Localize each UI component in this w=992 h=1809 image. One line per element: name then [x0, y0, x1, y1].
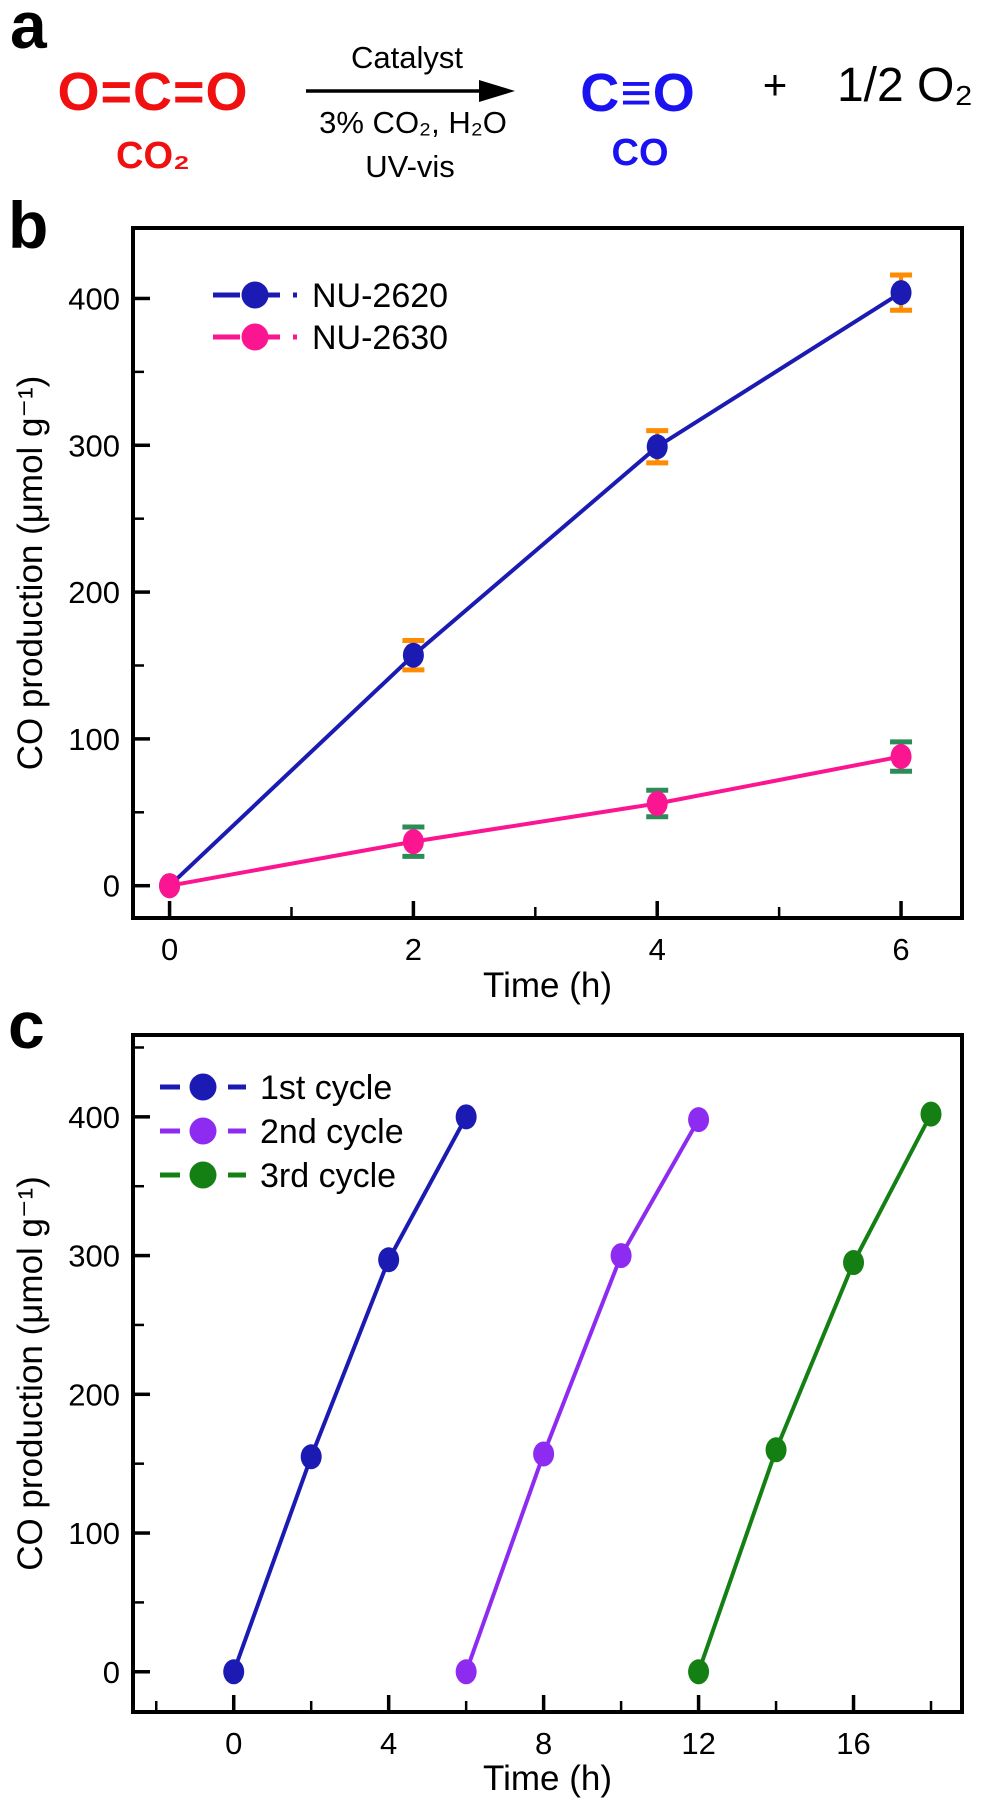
data-point [890, 280, 912, 306]
series-2nd-cycle [455, 1107, 710, 1685]
plus-sign: + [762, 61, 788, 108]
data-point [378, 1247, 400, 1273]
y-tick-label: 300 [68, 1239, 120, 1274]
y-axis-label: CO production (μmol g⁻¹) [11, 1176, 50, 1571]
y-axis-label: CO production (μmol g⁻¹) [11, 376, 50, 771]
y-tick-label: 400 [68, 1100, 120, 1135]
legend-marker [189, 1161, 217, 1189]
data-point [455, 1659, 477, 1685]
data-point [610, 1243, 632, 1269]
y-tick-label: 200 [68, 1377, 120, 1412]
x-tick-label: 4 [649, 932, 666, 967]
data-point [300, 1444, 322, 1470]
reactant-formula: O=C=O [57, 62, 249, 122]
y-tick-label: 300 [68, 428, 120, 463]
data-point [402, 642, 424, 668]
light-source-label: UV-vis [365, 149, 455, 184]
panel-c-label: c [8, 988, 45, 1062]
data-point [533, 1441, 555, 1467]
series-line [231, 1115, 468, 1673]
axes: 0 4 8 12 16 0 100 200 300 400 [68, 1033, 964, 1761]
cycling-chart: 0 4 8 12 16 0 100 200 300 400 Time (h) CO productio… [11, 1033, 964, 1798]
reactant-caption: CO₂ [116, 135, 190, 177]
legend-marker [241, 323, 269, 351]
series-line [168, 290, 903, 888]
y-tick-label: 0 [103, 869, 120, 904]
x-tick-label: 8 [535, 1726, 552, 1761]
series-line [464, 1118, 701, 1673]
x-tick-label: 12 [681, 1726, 715, 1761]
series-line [169, 754, 902, 888]
x-tick-label: 2 [405, 932, 422, 967]
data-point [765, 1437, 787, 1463]
x-tick-label: 6 [892, 932, 909, 967]
data-point [455, 1104, 477, 1130]
series-nu-2620 [159, 272, 913, 899]
data-point [402, 829, 424, 855]
x-tick-label: 4 [380, 1726, 397, 1761]
data-point [646, 790, 668, 816]
product-formula: C≡O [580, 63, 696, 123]
y-tick-label: 200 [68, 575, 120, 610]
legend-label: 2nd cycle [260, 1113, 404, 1151]
legend-label: NU-2620 [312, 277, 448, 315]
x-tick-label: 0 [161, 932, 178, 967]
legend-marker [189, 1117, 217, 1145]
co-production-chart: 0 2 4 6 0 100 200 300 400 Time (h) CO production (… [11, 226, 964, 1005]
data-point [159, 873, 181, 899]
series-3rd-cycle [688, 1101, 942, 1685]
series-line [696, 1113, 933, 1673]
x-axis-label: Time (h) [483, 1759, 612, 1798]
conditions-label: 3% CO₂, H₂O [319, 105, 507, 140]
y-tick-label: 100 [68, 1516, 120, 1551]
catalyst-label: Catalyst [351, 40, 463, 75]
y-tick-label: 0 [103, 1655, 120, 1690]
legend-marker [241, 281, 269, 309]
data-point [843, 1250, 865, 1276]
legend-label: NU-2630 [312, 319, 448, 357]
legend-label: 1st cycle [260, 1069, 392, 1107]
legend: NU-2620 NU-2630 [213, 277, 448, 357]
data-point [890, 744, 912, 770]
data-point [688, 1107, 710, 1133]
data-point [223, 1659, 245, 1685]
x-tick-label: 16 [836, 1726, 870, 1761]
byproduct-formula: 1/2 O₂ [836, 59, 974, 112]
reaction-arrow-icon [306, 80, 515, 102]
legend-label: 3rd cycle [260, 1157, 396, 1195]
data-point [920, 1101, 942, 1127]
axes: 0 2 4 6 0 100 200 300 400 [68, 226, 964, 967]
data-point [646, 434, 668, 460]
x-tick-label: 0 [225, 1726, 242, 1761]
y-tick-label: 100 [68, 722, 120, 757]
product-caption: CO [611, 132, 669, 174]
legend-marker [189, 1073, 217, 1101]
y-tick-label: 400 [68, 281, 120, 316]
series-nu-2630 [159, 739, 913, 899]
series-1st-cycle [223, 1104, 477, 1685]
panel-b-label: b [8, 188, 49, 262]
data-point [688, 1659, 710, 1685]
legend: 1st cycle 2nd cycle 3rd cycle [160, 1069, 404, 1195]
x-axis-label: Time (h) [483, 966, 612, 1005]
panel-a-label: a [10, 0, 47, 62]
